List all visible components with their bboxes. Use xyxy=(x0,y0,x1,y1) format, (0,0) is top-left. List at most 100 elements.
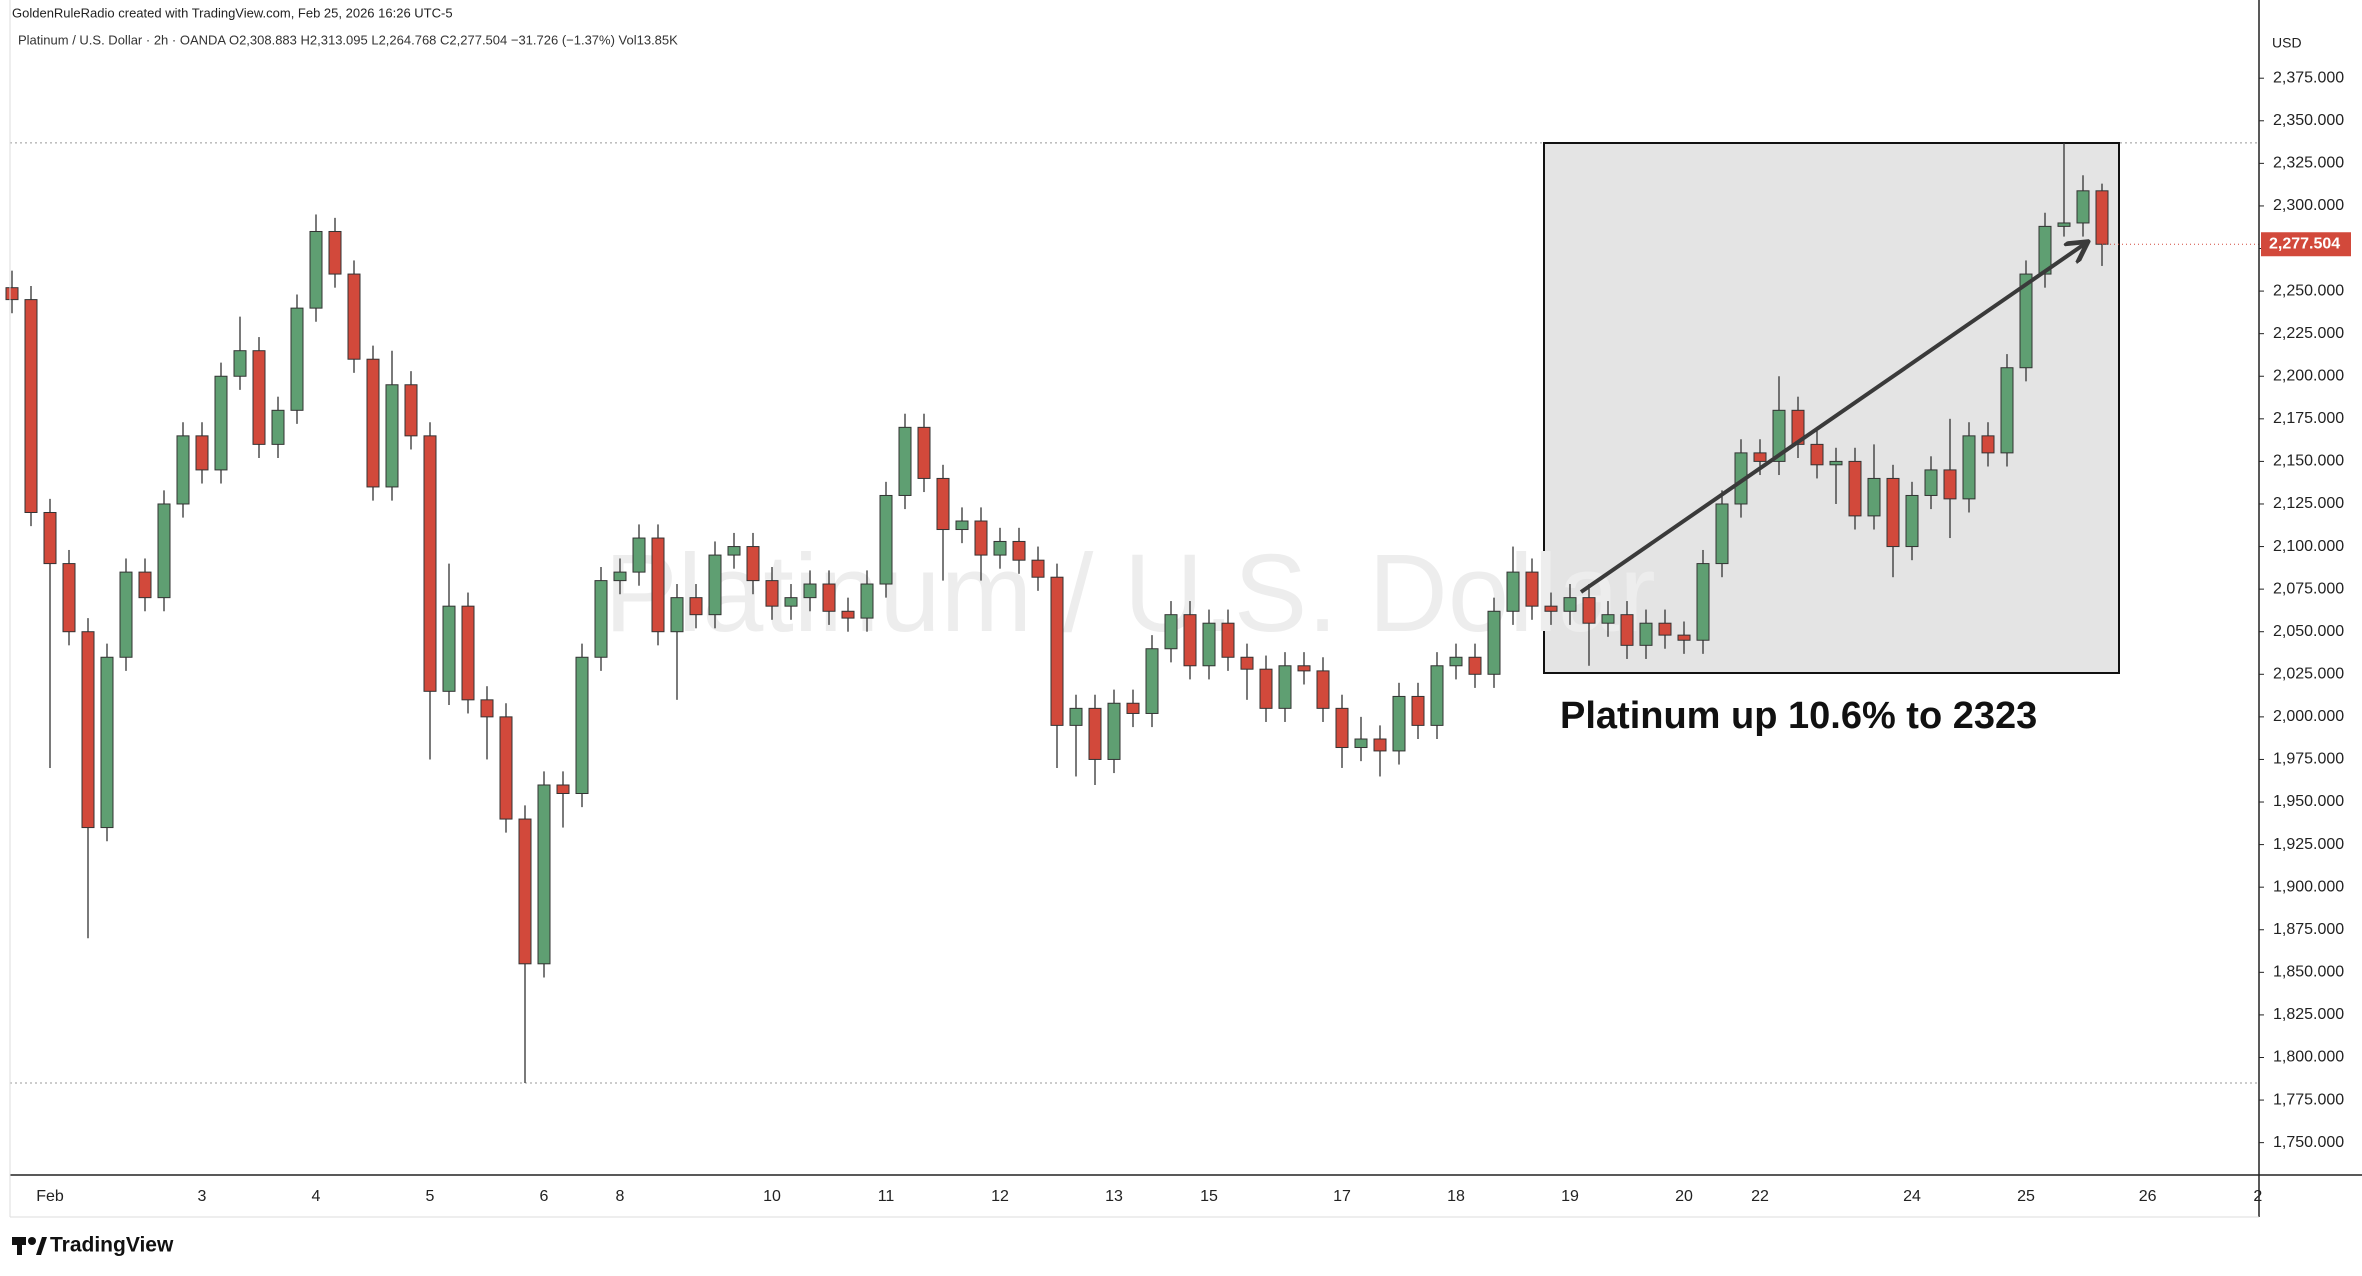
candle-body xyxy=(917,426,931,479)
candle-body xyxy=(1696,563,1710,641)
candle-body xyxy=(708,554,722,616)
candle-body xyxy=(1677,634,1691,641)
y-tick-label: 2,025.000 xyxy=(2273,666,2344,683)
x-tick-label: 20 xyxy=(1675,1188,1693,1205)
candle-body xyxy=(347,273,361,360)
x-tick-label: 12 xyxy=(991,1188,1009,1205)
candle-body xyxy=(5,287,19,301)
y-tick-label: 1,975.000 xyxy=(2273,751,2344,768)
candle-body xyxy=(404,384,418,437)
candle-body xyxy=(689,597,703,616)
x-tick-label: 13 xyxy=(1105,1188,1123,1205)
candle-body xyxy=(1829,460,1843,466)
candle-body xyxy=(1297,665,1311,672)
y-tick-label: 2,075.000 xyxy=(2273,580,2344,597)
y-tick-label: 1,800.000 xyxy=(2273,1049,2344,1066)
logo-dot xyxy=(28,1237,36,1245)
y-tick-label: 1,750.000 xyxy=(2273,1134,2344,1151)
candle-body xyxy=(974,520,988,556)
candle-body xyxy=(879,494,893,585)
candle-body xyxy=(2019,273,2033,369)
candle-body xyxy=(632,537,646,573)
logo-stem xyxy=(17,1237,22,1255)
candle-body xyxy=(43,511,57,565)
candle-body xyxy=(518,818,532,965)
candle-body xyxy=(727,546,741,556)
candle-body xyxy=(233,350,247,377)
candle-body xyxy=(1031,559,1045,578)
highlight-box xyxy=(1543,142,2120,674)
y-tick-label: 1,925.000 xyxy=(2273,836,2344,853)
candle-body xyxy=(1981,435,1995,454)
candle-body xyxy=(1620,614,1634,646)
y-tick-label: 2,300.000 xyxy=(2273,197,2344,214)
candle-body xyxy=(1411,695,1425,726)
candle-body xyxy=(1772,409,1786,462)
annotation: Platinum up 10.6% to 2323 xyxy=(1560,695,2037,737)
candle-body xyxy=(480,699,494,718)
candle-body xyxy=(2095,190,2109,245)
candle-body xyxy=(784,597,798,607)
candle-body xyxy=(746,546,760,582)
candle-body xyxy=(1354,738,1368,749)
x-tick-label: 2 xyxy=(2253,1188,2262,1205)
candle-body xyxy=(290,307,304,411)
candle-body xyxy=(1107,702,1121,760)
candle-body xyxy=(1468,656,1482,675)
x-tick-label: 22 xyxy=(1751,1188,1769,1205)
candle-body xyxy=(1449,656,1463,667)
candle-body xyxy=(499,716,513,820)
candle-body xyxy=(461,605,475,701)
candle-body xyxy=(252,350,266,445)
y-tick-label: 2,325.000 xyxy=(2273,155,2344,172)
x-tick-label: 8 xyxy=(616,1188,625,1205)
brand-logo xyxy=(12,1237,47,1255)
y-tick-label: 1,900.000 xyxy=(2273,878,2344,895)
candle-body xyxy=(119,571,133,658)
candle-body xyxy=(423,435,437,692)
candle-body xyxy=(1392,695,1406,752)
watermark: Platinum / U.S. Dollar xyxy=(604,532,1655,655)
candle-body xyxy=(1924,469,1938,496)
candle-body xyxy=(860,583,874,619)
candle-body xyxy=(81,631,95,829)
candle-body xyxy=(1563,597,1577,612)
candle-body xyxy=(1639,622,1653,646)
y-tick-label: 2,375.000 xyxy=(2273,69,2344,86)
currency: USD xyxy=(2272,35,2302,51)
x-tick-label: 18 xyxy=(1447,1188,1465,1205)
candle-body xyxy=(1050,576,1064,726)
candle-body xyxy=(1183,614,1197,667)
x-tick-label: 19 xyxy=(1561,1188,1579,1205)
candle-body xyxy=(1867,477,1881,517)
x-tick-label: 26 xyxy=(2139,1188,2157,1205)
candle-body xyxy=(385,384,399,488)
candle-body xyxy=(1088,707,1102,760)
candle-body xyxy=(1658,622,1672,636)
y-tick-label: 1,850.000 xyxy=(2273,964,2344,981)
candle-body xyxy=(1582,597,1596,624)
candle-body xyxy=(328,230,342,275)
y-tick-label: 2,100.000 xyxy=(2273,538,2344,555)
logo-slash xyxy=(36,1237,47,1255)
x-tick-label: Feb xyxy=(36,1188,64,1205)
candle-body xyxy=(214,375,228,471)
last-price-tag xyxy=(2261,232,2351,257)
candle-body xyxy=(822,583,836,612)
candle-body xyxy=(2000,367,2014,454)
candle-body xyxy=(1848,460,1862,517)
candle-body xyxy=(442,605,456,692)
y-tick-label: 2,175.000 xyxy=(2273,410,2344,427)
candle-body xyxy=(366,358,380,488)
header: GoldenRuleRadio created with TradingView… xyxy=(12,5,453,20)
candle-body xyxy=(1905,494,1919,548)
candle-body xyxy=(1886,477,1900,548)
candle-body xyxy=(1202,622,1216,667)
candle-body xyxy=(1544,605,1558,612)
candle-body xyxy=(1012,540,1026,561)
candle-body xyxy=(271,409,285,445)
candle-body xyxy=(2076,190,2090,224)
candle-body xyxy=(803,583,817,599)
candle-body xyxy=(556,784,570,795)
